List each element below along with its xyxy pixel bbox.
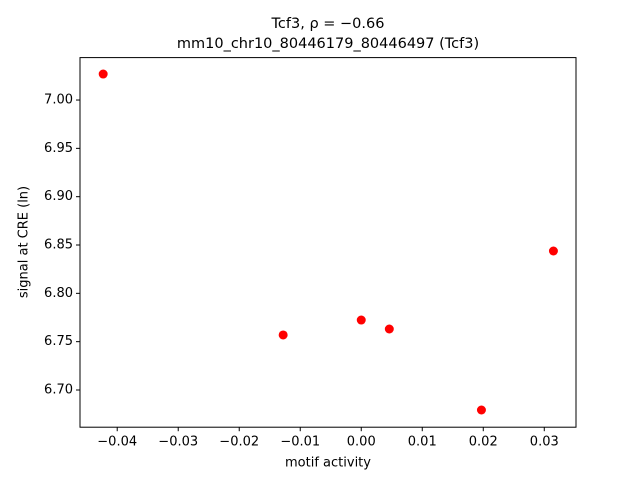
x-tick-label: −0.03	[158, 435, 198, 450]
y-axis-label: signal at CRE (ln)	[17, 186, 32, 298]
point	[356, 315, 366, 325]
point	[476, 405, 486, 415]
y-tick-label: 6.70	[44, 382, 73, 397]
point	[98, 69, 108, 79]
plot-frame	[79, 57, 577, 428]
y-tick-label: 6.95	[44, 141, 73, 156]
x-tick-label: 0.02	[469, 435, 498, 450]
x-tick-label: 0.03	[530, 435, 559, 450]
point	[548, 246, 558, 256]
x-tick-label: −0.02	[219, 435, 259, 450]
chart-subtitle: mm10_chr10_80446179_80446497 (Tcf3)	[177, 36, 479, 52]
point	[278, 330, 288, 340]
x-tick-label: 0.01	[408, 435, 437, 450]
y-tick-label: 7.00	[44, 93, 73, 108]
y-tick-label: 6.90	[44, 189, 73, 204]
chart-title: Tcf3, ρ = −0.66	[271, 16, 385, 32]
y-tick-label: 6.85	[44, 238, 73, 253]
point	[384, 324, 394, 334]
x-tick-label: −0.01	[280, 435, 320, 450]
x-axis-label: motif activity	[285, 456, 371, 471]
y-tick-label: 6.80	[44, 286, 73, 301]
x-tick-label: −0.04	[97, 435, 137, 450]
x-tick-label: 0.00	[347, 435, 376, 450]
y-tick-label: 6.75	[44, 334, 73, 349]
